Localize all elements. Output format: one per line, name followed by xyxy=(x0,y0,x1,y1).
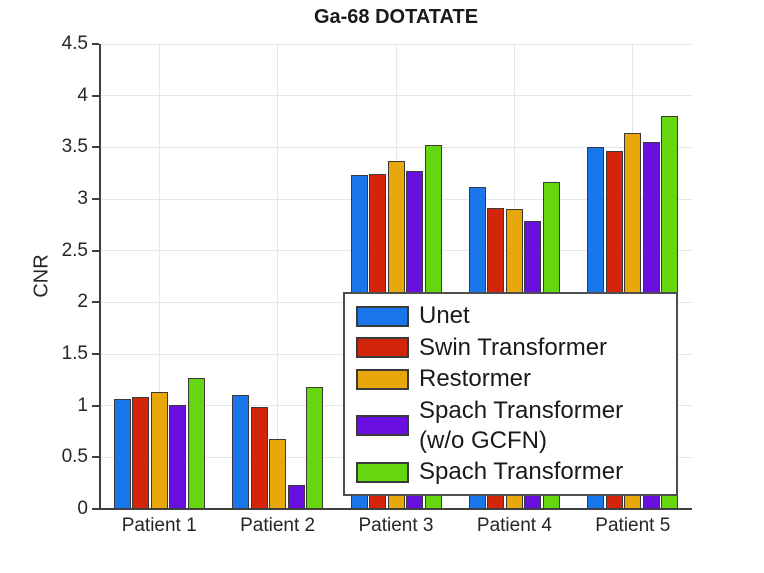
y-axis-tick xyxy=(92,43,99,45)
y-axis-tick xyxy=(92,404,99,407)
y-axis-tick xyxy=(92,301,99,304)
bar-spach-transformer-patient-1 xyxy=(187,377,205,509)
legend-item-unet: Unet xyxy=(356,301,672,331)
x-axis-line xyxy=(99,508,692,510)
bar-restormer-patient-2 xyxy=(269,438,287,509)
x-tick-label-patient-3: Patient 3 xyxy=(358,515,434,536)
legend-item-spach-transformer-w-o-gcfn: Spach Transformer (w/o GCFN) xyxy=(356,396,672,456)
y-tick-label-3: 3 xyxy=(77,188,88,209)
legend-swatch-spach-transformer xyxy=(356,461,409,483)
legend-swatch-restormer xyxy=(356,368,409,390)
legend-label: Swin Transformer xyxy=(419,333,608,361)
y-axis-tick xyxy=(92,353,99,355)
chart-title: Ga-68 DOTATATE xyxy=(313,6,479,28)
y-tick-label-2: 2 xyxy=(77,291,88,313)
y-tick-label-4.5: 4.5 xyxy=(61,33,88,54)
legend-item-restormer: Restormer xyxy=(356,364,672,394)
x-tick-label-patient-4: Patient 4 xyxy=(476,515,552,536)
v-gridline xyxy=(277,44,279,509)
bar-spach-transformer-w-o-gcfn-patient-2 xyxy=(287,485,305,509)
x-tick-label-patient-5: Patient 5 xyxy=(595,515,671,536)
y-axis-tick xyxy=(92,249,99,252)
bar-swin-transformer-patient-1 xyxy=(132,397,150,509)
y-axis-tick xyxy=(92,198,99,200)
v-gridline xyxy=(158,44,160,509)
legend-label: Spach Transformer (w/o GCFN) xyxy=(419,396,624,454)
bar-spach-transformer-w-o-gcfn-patient-1 xyxy=(169,404,187,509)
legend-item-spach-transformer: Spach Transformer xyxy=(356,457,672,487)
y-axis-tick xyxy=(92,508,99,510)
y-tick-label-0: 0 xyxy=(77,498,88,519)
y-tick-label-2.5: 2.5 xyxy=(61,239,88,261)
bar-unet-patient-2 xyxy=(232,395,250,509)
bar-swin-transformer-patient-2 xyxy=(250,406,268,509)
y-axis-line xyxy=(99,44,101,510)
y-tick-label-1.5: 1.5 xyxy=(61,343,88,364)
legend-label: Unet xyxy=(419,302,470,329)
y-axis-tick xyxy=(92,456,99,459)
bar-unet-patient-1 xyxy=(113,399,131,509)
legend-label: Spach Transformer xyxy=(419,458,624,485)
bar-spach-transformer-patient-2 xyxy=(306,387,324,509)
y-tick-label-1: 1 xyxy=(77,394,88,416)
legend-swatch-swin-transformer xyxy=(356,337,409,358)
legend-swatch-unet xyxy=(356,305,409,327)
legend-label: Restormer xyxy=(419,365,532,392)
y-axis-tick xyxy=(92,94,99,97)
legend-swatch-spach-transformer-w-o-gcfn xyxy=(356,415,409,436)
bar-restormer-patient-1 xyxy=(150,392,168,509)
legend: Unet Swin Transformer Restormer Spach Trans… xyxy=(343,292,678,496)
x-tick-label-patient-2: Patient 2 xyxy=(240,515,316,536)
y-tick-label-4: 4 xyxy=(77,84,88,106)
y-tick-label-0.5: 0.5 xyxy=(61,446,88,468)
y-tick-label-3.5: 3.5 xyxy=(61,136,88,158)
x-tick-label-patient-1: Patient 1 xyxy=(121,515,197,536)
legend-item-swin-transformer: Swin Transformer xyxy=(356,333,672,363)
y-axis-tick xyxy=(92,146,99,149)
